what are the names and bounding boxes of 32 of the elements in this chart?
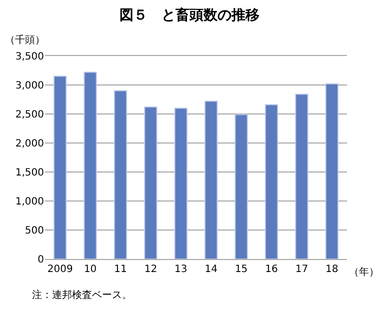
y-tick-label: 1,500 — [15, 168, 44, 178]
bar — [234, 114, 248, 259]
x-tick-label: 14 — [204, 264, 218, 275]
x-tick-label: 17 — [295, 264, 308, 275]
bar — [174, 108, 188, 259]
y-tick-label: 3,000 — [15, 80, 44, 92]
y-tick-label: 0 — [38, 254, 44, 266]
y-tick-label: 1,000 — [15, 196, 44, 208]
x-tick-label: 12 — [144, 264, 158, 275]
y-tick-label: 500 — [24, 226, 44, 236]
x-tick-label: 2009 — [47, 264, 73, 275]
bar — [204, 100, 218, 259]
y-tick-label: 3,500 — [15, 52, 44, 62]
bar — [114, 90, 128, 259]
y-tick-label: 2,000 — [15, 138, 44, 150]
bar — [54, 76, 67, 259]
x-tick-label: 11 — [114, 264, 127, 275]
x-tick-label: 18 — [326, 264, 338, 275]
x-tick-label: 15 — [234, 264, 248, 275]
x-tick-label: 10 — [84, 264, 97, 275]
bar — [264, 104, 278, 259]
text: 注：連邦検査ベース。 — [32, 289, 132, 301]
bar — [295, 94, 308, 259]
y-tick-label: 2,500 — [15, 110, 44, 120]
y-axis-title: （千頭） — [5, 34, 45, 46]
x-tick-label: 13 — [174, 264, 188, 275]
x-axis-title: （年） — [349, 266, 379, 278]
bar — [144, 106, 158, 259]
bar — [84, 72, 97, 259]
x-tick-label: 16 — [265, 264, 278, 275]
bar — [325, 83, 338, 259]
chart-title: 図５ と畜頭数の推移 — [120, 6, 260, 24]
